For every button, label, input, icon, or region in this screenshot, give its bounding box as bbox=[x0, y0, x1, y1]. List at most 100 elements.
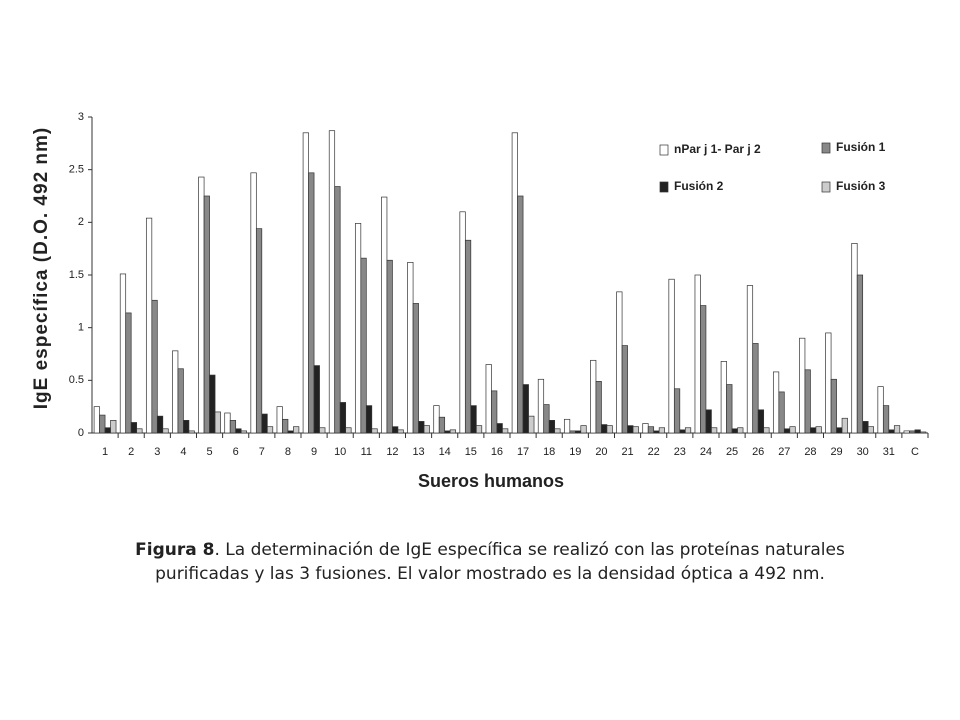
x-tick-label: 12 bbox=[386, 446, 398, 458]
bar bbox=[198, 176, 205, 434]
x-tick-label: 29 bbox=[830, 446, 842, 458]
bar bbox=[423, 425, 430, 434]
bar bbox=[104, 427, 111, 434]
x-tick-label: 9 bbox=[311, 446, 317, 458]
bar bbox=[569, 430, 576, 434]
bar bbox=[606, 425, 613, 434]
x-tick-label: 25 bbox=[726, 446, 738, 458]
bar bbox=[261, 413, 268, 434]
bar bbox=[877, 386, 884, 434]
bar bbox=[658, 427, 666, 434]
bar bbox=[673, 388, 681, 434]
bar bbox=[517, 195, 524, 434]
bar bbox=[799, 337, 806, 434]
x-tick-label: 1 bbox=[102, 446, 108, 458]
x-tick-label: 24 bbox=[700, 446, 712, 458]
bar bbox=[914, 429, 921, 434]
caption: Figura 8. La determinación de IgE especí… bbox=[110, 538, 870, 586]
x-tick-label: 8 bbox=[285, 446, 291, 458]
bar bbox=[522, 384, 529, 434]
bar bbox=[475, 425, 483, 434]
bar bbox=[920, 431, 927, 434]
x-tick-label: 31 bbox=[883, 446, 895, 458]
x-tick-label: 4 bbox=[180, 446, 186, 458]
bar bbox=[836, 427, 843, 434]
bar bbox=[778, 391, 785, 434]
bar bbox=[136, 428, 143, 434]
y-tick-label: 1 bbox=[78, 322, 84, 334]
x-tick-label: 22 bbox=[648, 446, 660, 458]
y-tick-label: 1.5 bbox=[69, 269, 84, 281]
bar bbox=[328, 130, 336, 434]
x-tick-label: 30 bbox=[857, 446, 869, 458]
bar bbox=[731, 428, 738, 434]
bar bbox=[93, 406, 100, 434]
bar bbox=[548, 420, 556, 434]
bar bbox=[172, 350, 179, 434]
y-tick-label: 0 bbox=[78, 427, 84, 439]
bar bbox=[319, 427, 326, 434]
bar bbox=[804, 369, 811, 434]
x-tick-label: 19 bbox=[569, 446, 581, 458]
bar bbox=[642, 423, 649, 434]
bar bbox=[130, 422, 138, 434]
bar bbox=[345, 427, 352, 434]
x-tick-label: 18 bbox=[543, 446, 555, 458]
bar bbox=[590, 359, 597, 434]
bar bbox=[334, 186, 341, 434]
bar bbox=[909, 430, 916, 434]
x-tick-label: 13 bbox=[412, 446, 424, 458]
x-tick-label: 23 bbox=[674, 446, 686, 458]
bar bbox=[235, 428, 242, 434]
y-axis-label: IgE específica (D.O. 492 nm) bbox=[31, 127, 52, 409]
bar bbox=[188, 430, 195, 434]
bar bbox=[183, 420, 190, 434]
bar bbox=[653, 430, 660, 434]
bar bbox=[407, 262, 414, 434]
bar bbox=[810, 427, 817, 434]
bar bbox=[360, 257, 367, 434]
bar bbox=[668, 278, 675, 434]
bar bbox=[621, 345, 628, 434]
bar bbox=[282, 418, 289, 434]
x-tick-label: 11 bbox=[361, 446, 372, 458]
bar bbox=[177, 368, 184, 434]
bar bbox=[882, 405, 890, 434]
bar bbox=[851, 243, 858, 434]
bar bbox=[491, 390, 498, 434]
x-tick-label: 27 bbox=[778, 446, 790, 458]
legend-swatch bbox=[821, 142, 831, 154]
bar bbox=[841, 417, 848, 434]
bar bbox=[616, 291, 623, 434]
bar bbox=[700, 305, 707, 434]
bar bbox=[580, 425, 587, 434]
bar bbox=[574, 430, 582, 434]
bar bbox=[856, 274, 864, 434]
bar bbox=[240, 430, 248, 434]
bar bbox=[365, 405, 373, 434]
x-tick-label: 3 bbox=[154, 446, 160, 458]
bar bbox=[862, 421, 869, 434]
bar bbox=[145, 217, 153, 434]
x-tick-label: 26 bbox=[752, 446, 764, 458]
bar bbox=[485, 364, 492, 434]
bar bbox=[302, 132, 309, 434]
bar bbox=[354, 223, 362, 434]
bar bbox=[647, 426, 655, 434]
x-tick-label: 16 bbox=[491, 446, 503, 458]
legend-label: Fusión 1 bbox=[836, 140, 886, 154]
bar bbox=[772, 371, 780, 434]
caption-label: Figura 8 bbox=[135, 540, 215, 560]
x-tick-label: 2 bbox=[128, 446, 134, 458]
bar bbox=[381, 196, 388, 434]
bar bbox=[449, 429, 457, 434]
bar bbox=[308, 172, 315, 434]
bar bbox=[825, 332, 832, 434]
y-tick-label: 0.5 bbox=[69, 374, 84, 386]
bar bbox=[632, 426, 639, 434]
bar bbox=[711, 427, 718, 434]
bar bbox=[392, 426, 399, 434]
bar bbox=[537, 378, 545, 434]
bar bbox=[757, 409, 765, 434]
bar bbox=[763, 427, 770, 434]
